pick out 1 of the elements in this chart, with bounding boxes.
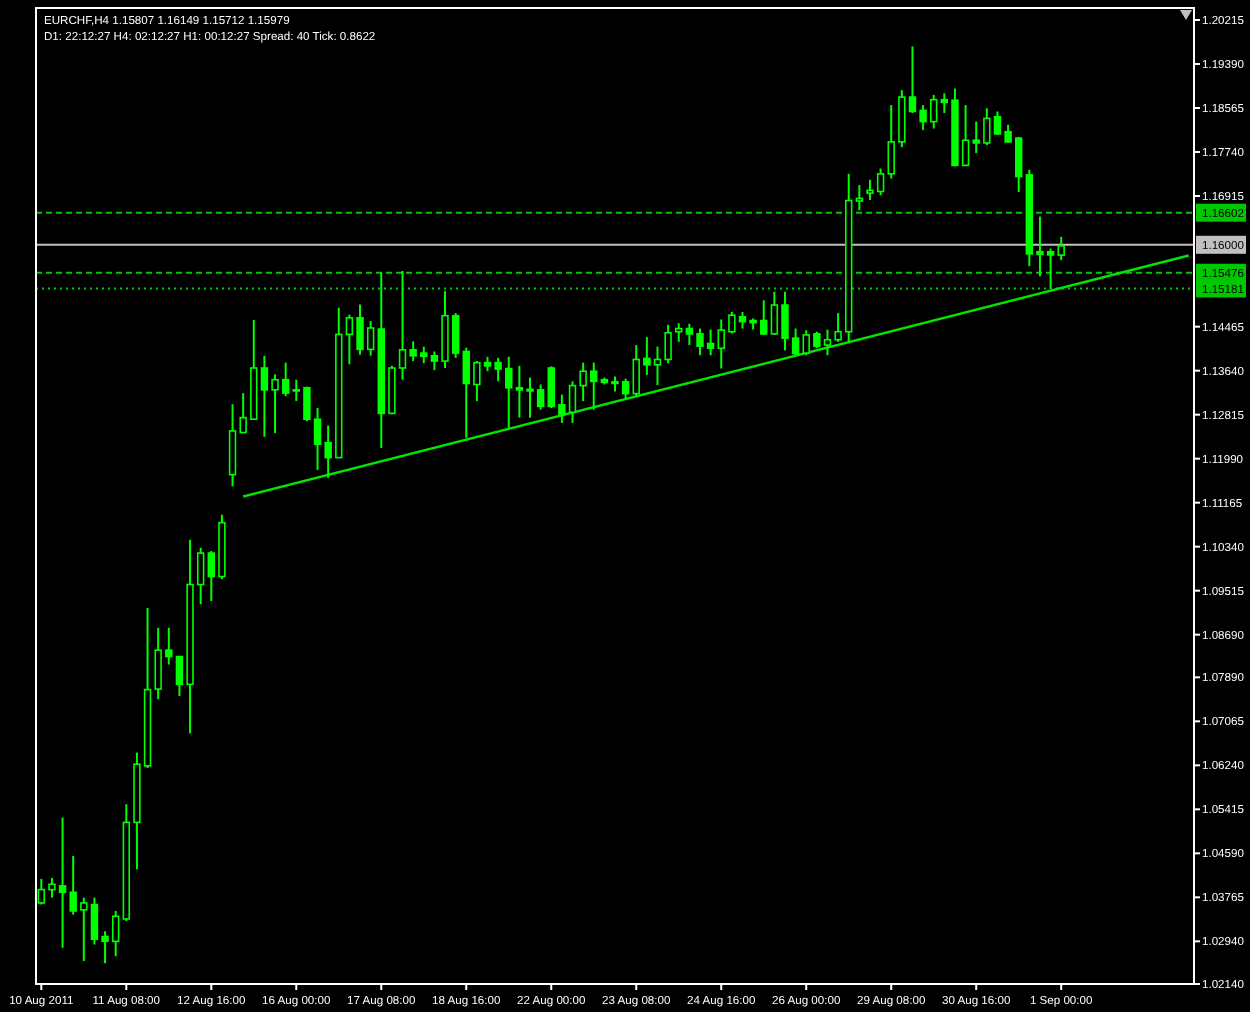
- candlestick: [855, 184, 864, 212]
